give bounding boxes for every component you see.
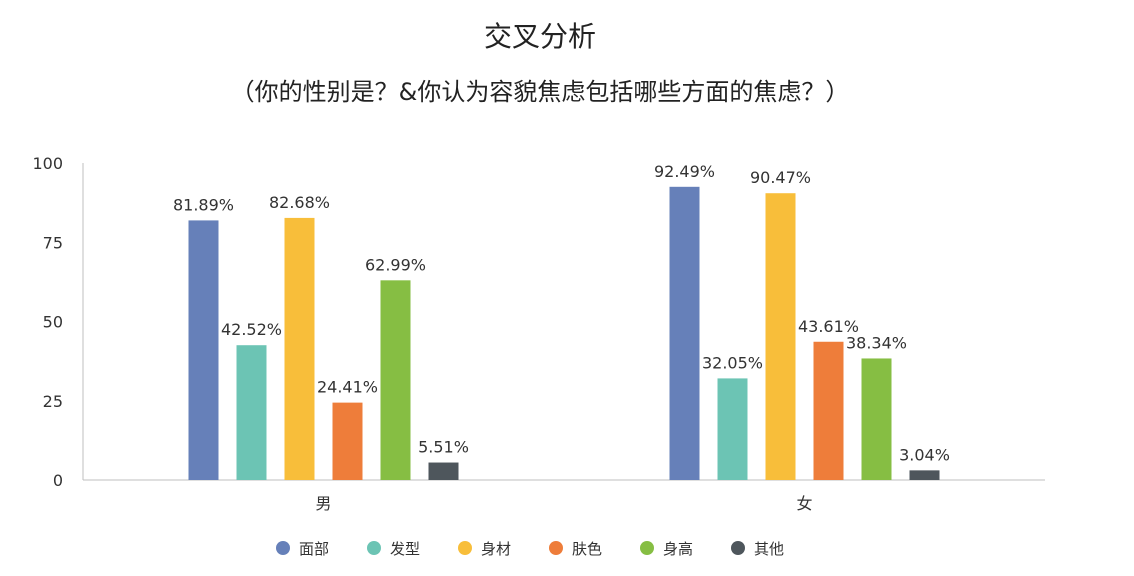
legend-marker [549, 541, 563, 555]
data-label: 5.51% [418, 438, 469, 457]
bars [188, 186, 940, 481]
bar [669, 186, 700, 480]
bar [813, 341, 844, 480]
bar [861, 358, 892, 480]
chart-subtitle: （你的性别是？&你认为容貌焦虑包括哪些方面的焦虑？） [231, 78, 850, 106]
legend-marker [640, 541, 654, 555]
bar [236, 345, 267, 480]
legend-label: 面部 [299, 540, 329, 558]
legend-marker [276, 541, 290, 555]
data-label: 3.04% [899, 445, 950, 464]
y-tick-label: 50 [43, 313, 63, 332]
bar [909, 470, 940, 480]
y-tick-label: 0 [53, 471, 63, 490]
y-tick-label: 75 [43, 233, 63, 252]
data-label: 38.34% [846, 333, 907, 352]
bar [284, 217, 315, 480]
legend-label: 发型 [390, 540, 420, 558]
legend-marker [458, 541, 472, 555]
bar [428, 462, 459, 480]
x-tick-label: 男 [315, 494, 331, 513]
bar [765, 193, 796, 481]
data-label: 81.89% [173, 195, 234, 214]
data-label: 90.47% [750, 168, 811, 187]
data-label: 24.41% [317, 378, 378, 397]
data-label: 42.52% [221, 320, 282, 339]
data-label: 92.49% [654, 162, 715, 181]
data-label: 32.05% [702, 353, 763, 372]
legend-label: 身高 [663, 540, 693, 558]
data-labels: 81.89% 42.52% 82.68% 24.41% 62.99% 5.51% 92.49… [173, 162, 950, 465]
bar [332, 402, 363, 480]
data-label: 43.61% [798, 317, 859, 336]
legend: 面部 发型 身材 肤色 身高 其他 [276, 540, 784, 558]
y-tick-label: 100 [32, 154, 63, 173]
chart-title: 交叉分析 [484, 20, 596, 53]
y-tick-label: 25 [43, 392, 63, 411]
data-label: 62.99% [365, 255, 426, 274]
legend-marker [731, 541, 745, 555]
legend-label: 其他 [754, 540, 784, 558]
bar [188, 220, 219, 481]
legend-marker [367, 541, 381, 555]
data-label: 82.68% [269, 193, 330, 212]
bar [717, 378, 748, 480]
bar [380, 280, 411, 480]
legend-label: 肤色 [572, 540, 602, 558]
legend-label: 身材 [481, 540, 511, 558]
x-tick-label: 女 [796, 494, 812, 513]
